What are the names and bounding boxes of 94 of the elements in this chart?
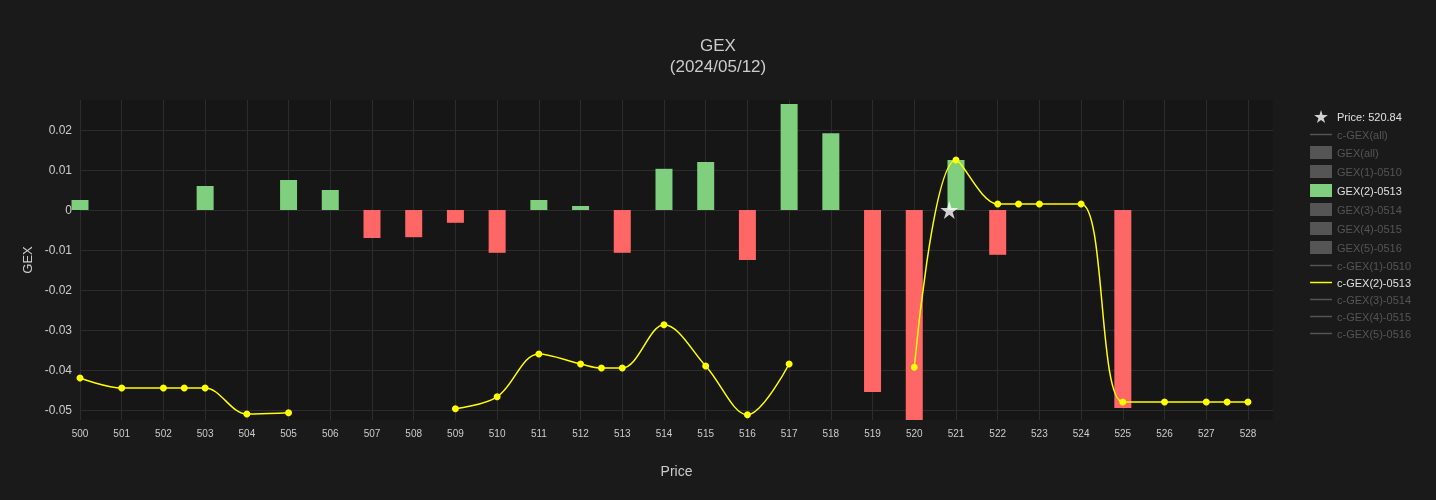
y-tick-label: 0 [65, 203, 73, 217]
point [618, 364, 626, 372]
point [1202, 398, 1210, 406]
bar [71, 200, 89, 210]
bar [530, 200, 548, 210]
point [577, 360, 585, 368]
y-tick-label: -0.04 [44, 363, 73, 377]
bar [488, 210, 506, 253]
legend-label: GEX(all) [1337, 146, 1379, 159]
legend-label: GEX(5)-0516 [1337, 241, 1402, 254]
bar [613, 210, 631, 253]
x-tick-label: 515 [697, 427, 715, 439]
bar [905, 210, 923, 420]
point [493, 393, 501, 401]
chart-title: GEX [700, 36, 736, 55]
point [702, 362, 710, 370]
point [1035, 200, 1043, 208]
x-tick-label: 510 [488, 427, 506, 439]
x-tick-label: 504 [238, 427, 256, 439]
x-tick-label: 501 [113, 427, 131, 439]
bar [655, 168, 673, 210]
bar [864, 210, 882, 392]
point [994, 200, 1002, 208]
x-tick-label: 518 [822, 427, 840, 439]
bar [947, 160, 965, 210]
bar [363, 210, 381, 238]
bar [697, 162, 715, 210]
bar [738, 210, 756, 260]
x-tick-label: 506 [321, 427, 340, 439]
legend-label: c-GEX(2)-0513 [1337, 276, 1412, 289]
bar [780, 104, 798, 210]
point [180, 384, 188, 392]
point [451, 405, 459, 413]
bar [280, 180, 298, 210]
point [1161, 398, 1169, 406]
point [118, 384, 126, 392]
x-tick-label: 505 [280, 427, 298, 439]
legend-label: c-GEX(3)-0514 [1337, 293, 1412, 306]
x-tick-label: 523 [1031, 427, 1049, 439]
x-tick-label: 524 [1072, 427, 1090, 439]
x-tick-label: 509 [447, 427, 465, 439]
x-tick-label: 526 [1156, 427, 1174, 439]
x-tick-label: 511 [530, 427, 548, 439]
x-tick-label: 522 [989, 427, 1007, 439]
x-tick-label: 516 [739, 427, 757, 439]
chart-subtitle: (2024/05/12) [669, 57, 767, 76]
y-tick-label: 0.01 [48, 163, 73, 177]
legend-label: c-GEX(4)-0515 [1337, 310, 1412, 323]
x-tick-label: 528 [1239, 427, 1257, 439]
bar [321, 190, 339, 210]
x-tick-label: 503 [196, 427, 214, 439]
x-tick-label: 519 [864, 427, 882, 439]
y-tick-label: -0.02 [44, 283, 73, 297]
x-tick-label: 514 [655, 427, 673, 439]
y-axis-title: GEX [19, 245, 35, 274]
x-tick-label: 512 [572, 427, 590, 439]
bar [1114, 210, 1132, 408]
legend-label: c-GEX(5)-0516 [1337, 327, 1412, 340]
legend-label: c-GEX(1)-0510 [1337, 259, 1412, 272]
x-tick-label: 500 [71, 427, 89, 439]
legend-label: GEX(1)-0510 [1337, 165, 1402, 178]
x-tick-label: 521 [947, 427, 965, 439]
x-tick-label: 525 [1114, 427, 1132, 439]
bar [196, 186, 214, 210]
point [1015, 200, 1023, 208]
point [910, 363, 918, 371]
y-tick-label: -0.01 [44, 243, 73, 257]
point [597, 364, 605, 372]
y-tick-label: -0.05 [44, 403, 73, 417]
x-tick-label: 527 [1197, 427, 1216, 439]
point [940, 201, 959, 219]
legend-label: GEX(4)-0515 [1337, 222, 1402, 235]
x-tick-label: 507 [363, 427, 381, 439]
bar [822, 133, 840, 210]
bar [405, 210, 423, 238]
x-tick-label: 508 [405, 427, 423, 439]
point [660, 321, 668, 329]
y-tick-label: 0.02 [48, 123, 73, 137]
x-tick-label: 517 [780, 427, 798, 439]
point [743, 411, 751, 419]
legend-label: GEX(3)-0514 [1337, 203, 1402, 216]
point [159, 384, 167, 392]
bar [989, 210, 1007, 255]
x-tick-label: 520 [905, 427, 924, 439]
point [285, 409, 293, 417]
bar [446, 210, 464, 223]
y-tick-label: -0.03 [44, 323, 73, 337]
legend-label: Price: 520.84 [1337, 110, 1402, 123]
legend-label: GEX(2)-0513 [1337, 184, 1402, 197]
x-tick-label: 513 [613, 427, 632, 439]
legend-label: c-GEX(all) [1337, 128, 1388, 141]
x-axis-title: Price [660, 463, 693, 479]
bar [572, 206, 590, 210]
x-tick-label: 502 [155, 427, 173, 439]
